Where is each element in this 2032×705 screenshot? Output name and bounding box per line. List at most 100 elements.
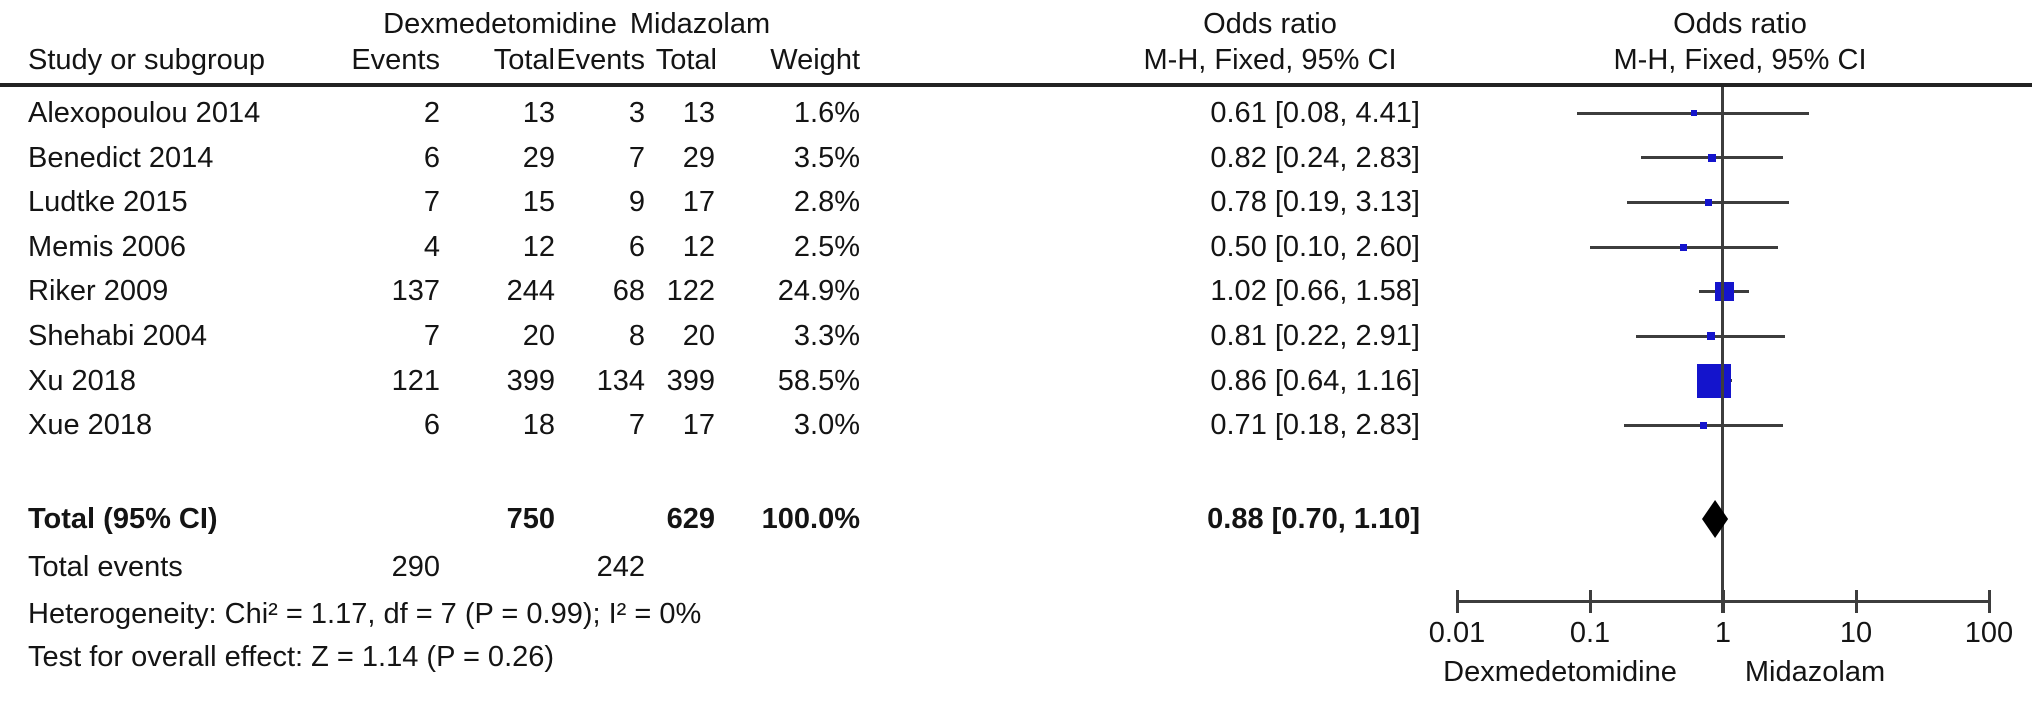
weight-header: Weight bbox=[770, 44, 860, 76]
axis-right-label: Midazolam bbox=[1744, 656, 1886, 688]
dex-total-value: 399 bbox=[506, 364, 555, 397]
mid-events-header: Events bbox=[556, 44, 645, 76]
heterogeneity-stats: Heterogeneity: Chi² = 1.17, df = 7 (P = … bbox=[28, 598, 702, 630]
group2-header: Midazolam bbox=[629, 8, 771, 40]
mid-total-value: 17 bbox=[682, 409, 715, 442]
study-name: Shehabi 2004 bbox=[28, 320, 207, 352]
dex-total-value: 18 bbox=[522, 409, 555, 442]
mid-events-value: 3 bbox=[628, 97, 645, 129]
mid-events-value: 7 bbox=[628, 409, 645, 442]
axis-tick-label: 10 bbox=[1839, 617, 1873, 649]
study-col-header: Study or subgroup bbox=[28, 44, 265, 76]
study-name: Benedict 2014 bbox=[28, 141, 214, 174]
study-name: Ludtke 2015 bbox=[28, 186, 188, 219]
odds-ratio-plot-subtitle: M-H, Fixed, 95% CI bbox=[1613, 44, 1867, 76]
dex-events-header: Events bbox=[351, 44, 440, 76]
study-name: Riker 2009 bbox=[28, 275, 169, 308]
mid-events-value: 6 bbox=[628, 230, 645, 263]
total-row-label: Total (95% CI) bbox=[28, 503, 218, 535]
total-weight: 100.0% bbox=[761, 503, 860, 535]
weight-value: 2.8% bbox=[793, 186, 860, 219]
dex-total-value: 244 bbox=[506, 275, 555, 308]
axis-tick-label: 0.01 bbox=[1428, 617, 1486, 649]
or-ci-value: 0.50 [0.10, 2.60] bbox=[1210, 230, 1420, 263]
or-ci-value: 0.71 [0.18, 2.83] bbox=[1210, 409, 1420, 442]
effect-square bbox=[1679, 243, 1687, 251]
dex-total-value: 15 bbox=[522, 186, 555, 219]
study-name: Xue 2018 bbox=[28, 409, 153, 442]
effect-square bbox=[1691, 110, 1698, 117]
effect-square bbox=[1697, 363, 1732, 398]
dex-events-value: 7 bbox=[423, 320, 440, 352]
mid-events-value: 9 bbox=[628, 186, 645, 219]
mid-total-value: 29 bbox=[682, 141, 715, 174]
total-events-dex: 290 bbox=[391, 551, 440, 583]
weight-value: 24.9% bbox=[777, 275, 860, 308]
mid-events-value: 68 bbox=[612, 275, 645, 308]
mid-total-value: 20 bbox=[682, 320, 715, 352]
mid-events-value: 134 bbox=[596, 364, 645, 397]
odds-ratio-plot-title: Odds ratio bbox=[1673, 8, 1807, 40]
total-diamond bbox=[1702, 500, 1729, 538]
dex-total-value: 20 bbox=[522, 320, 555, 352]
dex-events-value: 137 bbox=[391, 275, 440, 308]
odds-ratio-col-subtitle: M-H, Fixed, 95% CI bbox=[1143, 44, 1397, 76]
axis-tick-label: 100 bbox=[1964, 617, 2014, 649]
mid-total-value: 13 bbox=[682, 97, 715, 129]
or-ci-value: 0.61 [0.08, 4.41] bbox=[1210, 97, 1420, 129]
header-rule bbox=[0, 83, 2032, 87]
total-events-label: Total events bbox=[28, 551, 183, 583]
or-ci-value: 0.86 [0.64, 1.16] bbox=[1210, 364, 1420, 397]
weight-value: 3.0% bbox=[793, 409, 860, 442]
axis-tick-label: 1 bbox=[1714, 617, 1732, 649]
dex-events-value: 4 bbox=[423, 230, 440, 263]
effect-square bbox=[1705, 199, 1713, 206]
mid-events-value: 8 bbox=[628, 320, 645, 352]
dex-events-value: 121 bbox=[391, 364, 440, 397]
or-ci-value: 1.02 [0.66, 1.58] bbox=[1210, 275, 1420, 308]
weight-value: 1.6% bbox=[793, 97, 860, 129]
dex-events-value: 7 bbox=[423, 186, 440, 219]
dex-events-value: 2 bbox=[423, 97, 440, 129]
total-events-mid: 242 bbox=[596, 551, 645, 583]
effect-square bbox=[1707, 153, 1716, 162]
dex-total-value: 12 bbox=[522, 230, 555, 263]
axis-tick bbox=[1721, 590, 1725, 613]
weight-value: 2.5% bbox=[793, 230, 860, 263]
dex-events-value: 6 bbox=[423, 409, 440, 442]
odds-ratio-col-title: Odds ratio bbox=[1203, 8, 1337, 40]
mid-total-value: 399 bbox=[666, 364, 715, 397]
mid-total-value: 12 bbox=[682, 230, 715, 263]
dex-total-value: 13 bbox=[522, 97, 555, 129]
axis-tick bbox=[1987, 590, 1991, 613]
mid-total-value: 17 bbox=[682, 186, 715, 219]
effect-square bbox=[1714, 282, 1734, 302]
study-name: Memis 2006 bbox=[28, 230, 186, 263]
effect-square bbox=[1706, 332, 1715, 341]
or-ci-value: 0.82 [0.24, 2.83] bbox=[1210, 141, 1420, 174]
mid-events-value: 7 bbox=[628, 141, 645, 174]
dex-total-header: Total bbox=[493, 44, 555, 76]
null-effect-line bbox=[1721, 87, 1724, 613]
overall-effect-stats: Test for overall effect: Z = 1.14 (P = 0… bbox=[28, 641, 555, 673]
dex-total-value: 29 bbox=[522, 141, 555, 174]
weight-value: 58.5% bbox=[777, 364, 860, 397]
effect-square bbox=[1699, 422, 1707, 429]
or-ci-value: 0.81 [0.22, 2.91] bbox=[1210, 320, 1420, 352]
study-name: Xu 2018 bbox=[28, 364, 137, 397]
or-ci-value: 0.78 [0.19, 3.13] bbox=[1210, 186, 1420, 219]
group1-header: Dexmedetomidine bbox=[383, 8, 617, 40]
axis-left-label: Dexmedetomidine bbox=[1443, 656, 1677, 688]
axis-tick bbox=[1455, 590, 1459, 613]
total-mid-total: 629 bbox=[666, 503, 715, 535]
study-name: Alexopoulou 2014 bbox=[28, 97, 261, 129]
axis-tick bbox=[1588, 590, 1592, 613]
total-dex-total: 750 bbox=[506, 503, 555, 535]
mid-total-value: 122 bbox=[666, 275, 715, 308]
dex-events-value: 6 bbox=[423, 141, 440, 174]
total-or-ci: 0.88 [0.70, 1.10] bbox=[1207, 503, 1420, 535]
axis-tick bbox=[1854, 590, 1858, 613]
axis-tick-label: 0.1 bbox=[1569, 617, 1611, 649]
weight-value: 3.5% bbox=[793, 141, 860, 174]
